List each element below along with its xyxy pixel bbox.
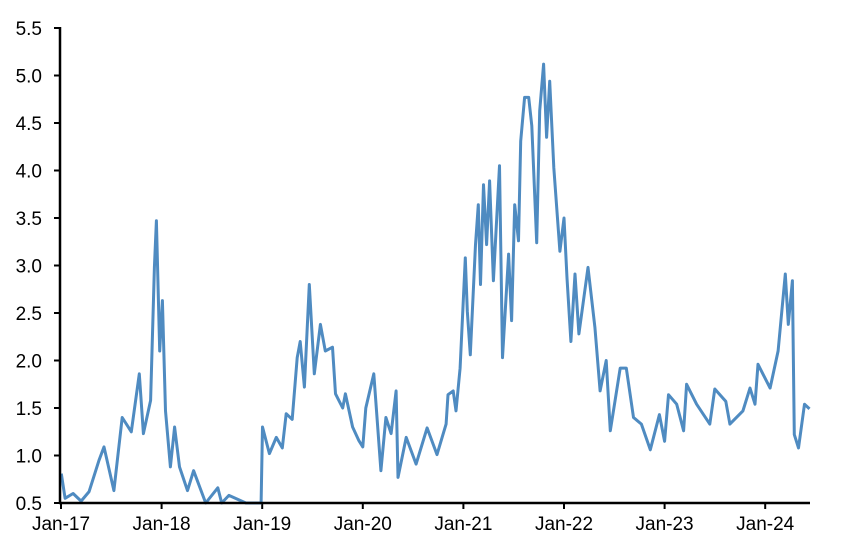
series-group (59, 62, 811, 505)
y-tick-label: 5.0 (16, 67, 42, 88)
x-tick-label: Jan-22 (535, 514, 593, 535)
x-tick-label: Jan-19 (233, 514, 291, 535)
y-tick-label: 4.0 (16, 162, 42, 183)
y-tick-label: 1.0 (16, 447, 42, 468)
x-axis: Jan-17 Jan-18 Jan-19 Jan-20 Jan-21 Jan-22 Jan-… (32, 503, 795, 535)
y-tick-label: 4.5 (16, 114, 42, 135)
series-line (59, 62, 811, 505)
y-tick-label: 2.5 (16, 304, 42, 325)
x-tick-label: Jan-20 (334, 514, 392, 535)
y-tick-label: 2.0 (16, 352, 42, 373)
y-tick-label: 3.0 (16, 257, 42, 278)
x-tick-label: Jan-21 (434, 514, 492, 535)
y-tick-label: 5.5 (16, 19, 42, 40)
x-tick-label: Jan-17 (32, 514, 90, 535)
y-axis: 0.5 1.0 1.5 2.0 2.5 3.0 3.5 4.0 4.5 5.0 5.5 (16, 19, 60, 515)
y-tick-label: 3.5 (16, 209, 42, 230)
y-tick-label: 1.5 (16, 399, 42, 420)
x-tick-label: Jan-24 (736, 514, 795, 535)
y-tick-label: 0.5 (16, 494, 42, 515)
x-tick-label: Jan-18 (133, 514, 191, 535)
x-tick-label: Jan-23 (636, 514, 694, 535)
